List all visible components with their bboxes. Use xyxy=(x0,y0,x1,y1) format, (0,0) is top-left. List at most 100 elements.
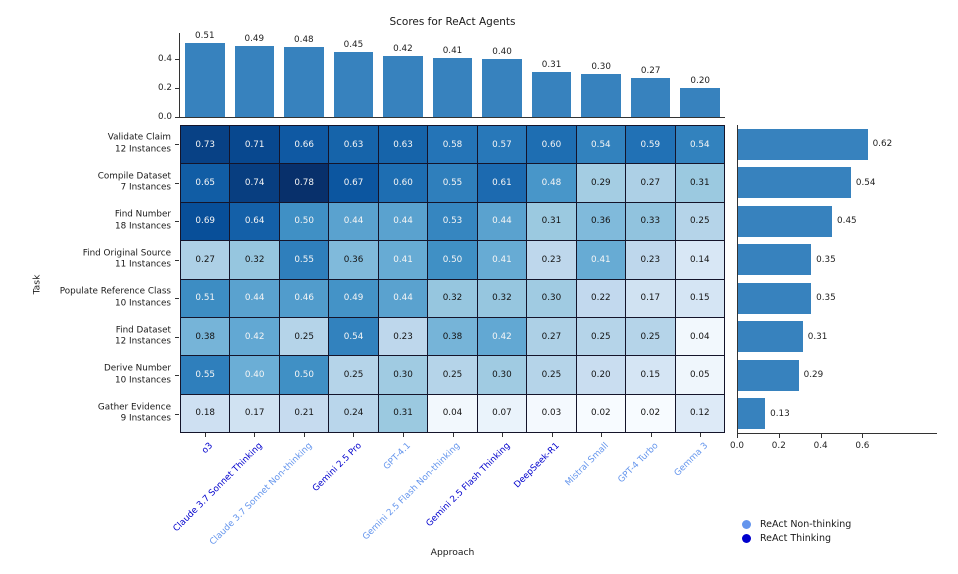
heatmap-cell: 0.07 xyxy=(477,394,527,432)
row-label-instances: 12 Instances xyxy=(115,336,171,347)
row-label: Derive Number 10 Instances xyxy=(0,364,171,387)
column-tick-mark xyxy=(303,433,305,437)
top-bar xyxy=(333,51,374,117)
row-label: Gather Evidence 9 Instances xyxy=(0,402,171,425)
row-label-task: Find Dataset xyxy=(115,325,171,336)
column-tick-mark xyxy=(452,433,454,437)
heatmap-cell: 0.60 xyxy=(378,164,428,202)
row-label-task: Validate Claim xyxy=(107,132,171,143)
right-x-tick-label: 0.6 xyxy=(855,441,870,451)
heatmap-cell: 0.78 xyxy=(279,164,329,202)
y-tick-label: 0.4 xyxy=(158,54,172,64)
heatmap-cell: 0.63 xyxy=(329,126,378,164)
heatmap-cell: 0.32 xyxy=(230,241,279,279)
heatmap-cell: 0.36 xyxy=(329,241,378,279)
row-label-instances: 11 Instances xyxy=(115,259,171,270)
heatmap-cell: 0.53 xyxy=(428,202,477,241)
heatmap-cell: 0.48 xyxy=(527,164,576,202)
right-bar-value: 0.62 xyxy=(872,139,893,150)
top-bar-value: 0.31 xyxy=(541,60,562,71)
row-label: Find Number 18 Instances xyxy=(0,210,171,233)
heatmap-cell: 0.31 xyxy=(675,164,724,202)
heatmap-cell: 0.25 xyxy=(576,317,626,356)
top-bar-value: 0.40 xyxy=(492,47,512,57)
heatmap-cell: 0.57 xyxy=(477,126,527,164)
heatmap-cell: 0.38 xyxy=(428,317,477,356)
heatmap-cell: 0.40 xyxy=(230,356,279,394)
heatmap-cell: 0.23 xyxy=(527,241,576,279)
top-bar xyxy=(284,47,324,117)
right-bar-value: 0.45 xyxy=(837,216,857,227)
top-chart-bottom-spine xyxy=(179,117,725,118)
heatmap-cell: 0.74 xyxy=(230,164,279,202)
row-label-task: Find Number xyxy=(114,209,171,220)
heatmap-cell: 0.54 xyxy=(329,317,378,356)
heatmap-cell: 0.15 xyxy=(626,356,675,394)
y-tick-mark xyxy=(175,117,179,118)
heatmap-cell: 0.71 xyxy=(230,126,279,164)
heatmap-cell: 0.54 xyxy=(675,126,724,164)
right-bar-value: 0.13 xyxy=(770,408,790,419)
heatmap-cell: 0.49 xyxy=(329,279,378,317)
top-bar-value: 0.42 xyxy=(393,44,413,55)
chart-title: Scores for ReAct Agents xyxy=(389,16,516,28)
column-label: Gemini 2.5 Flash Non-thinking xyxy=(361,441,463,543)
row-label-task: Find Original Source xyxy=(82,248,171,259)
heatmap-cell: 0.17 xyxy=(626,279,675,317)
y-tick-mark xyxy=(175,59,179,60)
column-label: Gemini 2.5 Flash Thinking xyxy=(424,441,513,529)
right-bar-value: 0.31 xyxy=(807,331,828,342)
heatmap-cell: 0.18 xyxy=(181,394,230,432)
heatmap-cell: 0.50 xyxy=(428,241,477,279)
legend-item: ReAct Non-thinking xyxy=(742,519,851,530)
column-label: GPT-4.1 xyxy=(382,441,414,473)
right-chart-bottom-spine xyxy=(737,433,937,434)
heatmap-cell: 0.63 xyxy=(378,126,428,164)
top-bar-value: 0.51 xyxy=(194,31,215,42)
heatmap-cell: 0.73 xyxy=(181,126,230,164)
row-label-instances: 18 Instances xyxy=(115,221,171,232)
heatmap-cell: 0.41 xyxy=(576,241,626,279)
row-label-instances: 9 Instances xyxy=(120,413,171,424)
top-bar xyxy=(630,77,671,117)
top-bar xyxy=(581,73,621,117)
right-bar xyxy=(738,398,766,430)
top-bar xyxy=(184,43,225,117)
row-label-task: Compile Dataset xyxy=(97,171,171,182)
heatmap-cell: 0.25 xyxy=(527,356,576,394)
heatmap-cell: 0.58 xyxy=(428,126,477,164)
row-label: Validate Claim 12 Instances xyxy=(0,133,171,156)
heatmap-cell: 0.41 xyxy=(378,241,428,279)
x-axis-label: Approach xyxy=(430,547,475,558)
heatmap-cell: 0.38 xyxy=(181,317,230,356)
column-tick-mark xyxy=(204,433,206,437)
heatmap-cell: 0.02 xyxy=(576,394,626,432)
top-bar-value: 0.49 xyxy=(244,33,265,44)
right-bar xyxy=(738,321,803,353)
legend-dot-icon xyxy=(742,534,751,543)
heatmap-cell: 0.59 xyxy=(626,126,675,164)
heatmap-cell: 0.21 xyxy=(279,394,329,432)
row-label-instances: 12 Instances xyxy=(115,144,171,155)
heatmap-cell: 0.44 xyxy=(329,202,378,241)
column-label: Mistral Small xyxy=(563,441,612,489)
top-bar xyxy=(432,57,473,117)
y-axis-label: Task xyxy=(31,274,43,295)
heatmap-cell: 0.31 xyxy=(378,394,428,432)
heatmap-cell: 0.44 xyxy=(378,279,428,317)
top-bar-value: 0.20 xyxy=(690,76,711,86)
right-bar-value: 0.54 xyxy=(855,177,876,188)
heatmap-cell: 0.65 xyxy=(181,164,230,202)
heatmap-cell: 0.41 xyxy=(477,241,527,279)
row-label-instances: 7 Instances xyxy=(120,182,171,193)
heatmap-cell: 0.46 xyxy=(279,279,329,317)
heatmap-cell: 0.44 xyxy=(230,279,279,317)
heatmap-cell: 0.25 xyxy=(626,317,675,356)
heatmap-cell: 0.15 xyxy=(675,279,724,317)
heatmap-cell: 0.54 xyxy=(576,126,626,164)
heatmap-cell: 0.02 xyxy=(626,394,675,432)
heatmap-cell: 0.04 xyxy=(675,317,724,356)
top-bar xyxy=(680,88,721,117)
heatmap-cell: 0.64 xyxy=(230,202,279,241)
heatmap-cell: 0.51 xyxy=(181,279,230,317)
